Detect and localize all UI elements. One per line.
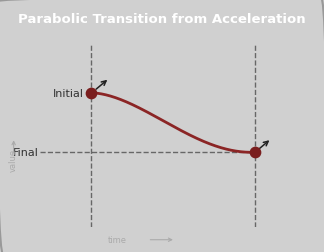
Text: Final: Final	[13, 148, 39, 158]
Text: Initial: Initial	[53, 88, 84, 99]
Text: Parabolic Transition from Acceleration: Parabolic Transition from Acceleration	[18, 13, 306, 25]
Point	[252, 151, 257, 155]
Point	[88, 91, 94, 96]
Text: time: time	[108, 235, 127, 244]
Text: value: value	[9, 148, 18, 171]
